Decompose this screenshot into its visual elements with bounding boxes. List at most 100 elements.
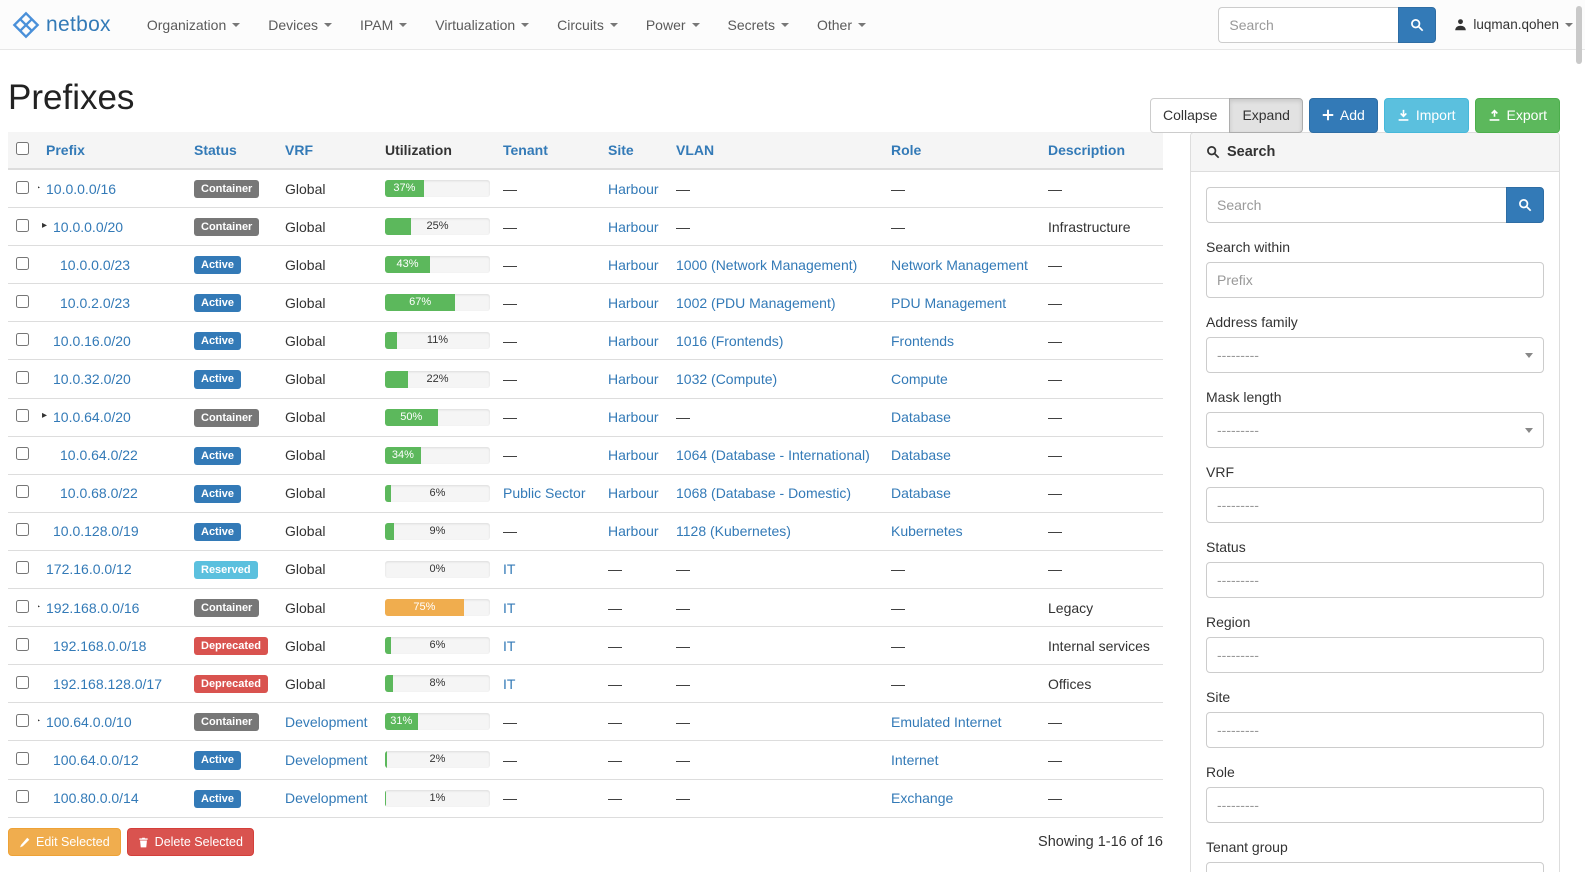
row-checkbox[interactable] <box>16 599 29 613</box>
prefix-link[interactable]: 192.168.0.0/18 <box>53 637 147 654</box>
role-link[interactable]: Internet <box>891 751 939 768</box>
prefix-link[interactable]: 10.0.0.0/23 <box>60 256 131 273</box>
role-link[interactable]: Database <box>891 409 951 426</box>
site-link[interactable]: Harbour <box>608 523 659 540</box>
column-header-vrf[interactable]: VRF <box>277 132 377 170</box>
nav-item-devices[interactable]: Devices <box>254 2 346 48</box>
add-button[interactable]: Add <box>1308 98 1378 133</box>
site-link[interactable]: Harbour <box>608 409 659 426</box>
filter-input-search-within[interactable] <box>1206 262 1544 298</box>
row-checkbox[interactable] <box>16 218 29 232</box>
row-checkbox[interactable] <box>16 675 29 689</box>
column-header-prefix[interactable]: Prefix <box>38 132 186 170</box>
role-link[interactable]: Exchange <box>891 790 954 807</box>
prefix-link[interactable]: 10.0.68.0/22 <box>60 485 138 502</box>
role-link[interactable]: Frontends <box>891 332 955 349</box>
user-menu[interactable]: luqman.qohen <box>1454 17 1573 32</box>
row-checkbox[interactable] <box>16 332 29 346</box>
expand-caret-icon[interactable]: ▸ <box>38 601 40 612</box>
expand-caret-icon[interactable]: ▸ <box>42 219 48 231</box>
row-checkbox[interactable] <box>16 447 29 461</box>
site-link[interactable]: Harbour <box>608 294 659 311</box>
row-checkbox[interactable] <box>16 256 29 270</box>
nav-item-power[interactable]: Power <box>632 2 714 48</box>
prefix-link[interactable]: 10.0.0.0/16 <box>46 180 117 197</box>
tenant-link[interactable]: Public Sector <box>503 485 586 502</box>
export-button[interactable]: Export <box>1474 98 1560 133</box>
site-link[interactable]: Harbour <box>608 371 659 388</box>
row-checkbox[interactable] <box>16 637 29 651</box>
nav-item-ipam[interactable]: IPAM <box>346 2 421 48</box>
nav-item-virtualization[interactable]: Virtualization <box>421 2 543 48</box>
delete-selected-button[interactable]: Delete Selected <box>126 827 254 857</box>
navbar-search-input[interactable] <box>1218 6 1399 43</box>
row-checkbox[interactable] <box>16 180 29 194</box>
filter-select-address-family[interactable]: --------- <box>1206 337 1544 373</box>
prefix-link[interactable]: 100.64.0.0/10 <box>46 713 132 730</box>
column-header-description[interactable]: Description <box>1040 132 1163 170</box>
vlan-link[interactable]: 1064 (Database - International) <box>676 447 870 464</box>
column-header-vlan[interactable]: VLAN <box>668 132 883 170</box>
vrf-link[interactable]: Development <box>285 790 368 807</box>
site-link[interactable]: Harbour <box>608 218 659 235</box>
nav-item-circuits[interactable]: Circuits <box>543 2 632 48</box>
filter-search-button[interactable] <box>1506 187 1544 223</box>
role-link[interactable]: Database <box>891 485 951 502</box>
column-header-status[interactable]: Status <box>186 132 277 170</box>
prefix-link[interactable]: 10.0.32.0/20 <box>53 371 131 388</box>
site-link[interactable]: Harbour <box>608 180 659 197</box>
nav-item-other[interactable]: Other <box>803 2 880 48</box>
role-link[interactable]: Emulated Internet <box>891 713 1002 730</box>
role-link[interactable]: Compute <box>891 371 948 388</box>
nav-item-secrets[interactable]: Secrets <box>714 2 803 48</box>
select-all-checkbox[interactable] <box>16 142 29 155</box>
prefix-link[interactable]: 192.168.0.0/16 <box>46 599 140 616</box>
site-link[interactable]: Harbour <box>608 332 659 349</box>
expand-caret-icon[interactable]: ▸ <box>38 715 40 726</box>
expand-button[interactable]: Expand <box>1229 98 1303 133</box>
row-checkbox[interactable] <box>16 713 29 727</box>
role-link[interactable]: PDU Management <box>891 294 1007 311</box>
filter-search-input[interactable] <box>1206 187 1506 223</box>
netbox-logo[interactable]: netbox <box>12 11 111 39</box>
row-checkbox[interactable] <box>16 561 29 575</box>
vlan-link[interactable]: 1000 (Network Management) <box>676 256 858 273</box>
row-checkbox[interactable] <box>16 294 29 308</box>
column-header-site[interactable]: Site <box>600 132 668 170</box>
collapse-button[interactable]: Collapse <box>1149 98 1231 133</box>
tenant-link[interactable]: IT <box>503 561 516 578</box>
column-header-tenant[interactable]: Tenant <box>495 132 600 170</box>
navbar-search-button[interactable] <box>1398 6 1437 43</box>
vlan-link[interactable]: 1128 (Kubernetes) <box>676 523 791 540</box>
filter-select-role[interactable]: --------- <box>1206 787 1544 823</box>
vlan-link[interactable]: 1016 (Frontends) <box>676 332 784 349</box>
filter-select-status[interactable]: --------- <box>1206 562 1544 598</box>
tenant-link[interactable]: IT <box>503 675 516 692</box>
vlan-link[interactable]: 1068 (Database - Domestic) <box>676 485 852 502</box>
role-link[interactable]: Network Management <box>891 256 1028 273</box>
import-button[interactable]: Import <box>1383 98 1469 133</box>
prefix-link[interactable]: 10.0.2.0/23 <box>60 294 131 311</box>
vlan-link[interactable]: 1032 (Compute) <box>676 371 778 388</box>
prefix-link[interactable]: 10.0.64.0/20 <box>53 409 131 426</box>
row-checkbox[interactable] <box>16 523 29 537</box>
nav-item-organization[interactable]: Organization <box>133 2 254 48</box>
site-link[interactable]: Harbour <box>608 485 659 502</box>
filter-select-site[interactable]: --------- <box>1206 712 1544 748</box>
scrollbar[interactable] <box>1576 6 1582 64</box>
row-checkbox[interactable] <box>16 790 29 804</box>
site-link[interactable]: Harbour <box>608 256 659 273</box>
filter-select-mask-length[interactable]: --------- <box>1206 412 1544 448</box>
vlan-link[interactable]: 1002 (PDU Management) <box>676 294 836 311</box>
expand-caret-icon[interactable]: ▸ <box>42 410 48 422</box>
row-checkbox[interactable] <box>16 751 29 765</box>
prefix-link[interactable]: 100.64.0.0/12 <box>53 751 139 768</box>
vrf-link[interactable]: Development <box>285 713 368 730</box>
prefix-link[interactable]: 100.80.0.0/14 <box>53 790 139 807</box>
filter-select-vrf[interactable]: --------- <box>1206 487 1544 523</box>
prefix-link[interactable]: 172.16.0.0/12 <box>46 561 132 578</box>
role-link[interactable]: Kubernetes <box>891 523 963 540</box>
prefix-link[interactable]: 10.0.16.0/20 <box>53 332 131 349</box>
expand-caret-icon[interactable]: ▸ <box>38 182 40 193</box>
vrf-link[interactable]: Development <box>285 751 368 768</box>
